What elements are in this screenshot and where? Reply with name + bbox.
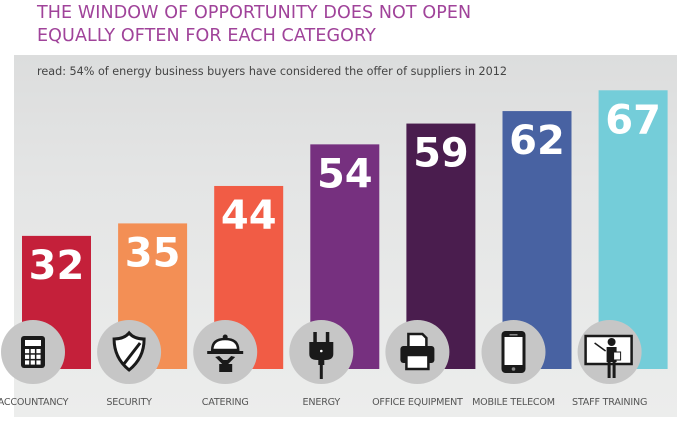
category-label-accountancy: ACCOUNTANCY (0, 397, 69, 408)
category-label-office-equipment: OFFICE EQUIPMENT (372, 397, 463, 408)
bar-value-label-accountancy: 32 (29, 243, 85, 289)
bar-value-label-energy: 54 (317, 151, 373, 197)
title-line-2: EQUALLY OFTEN FOR EACH CATEGORY (37, 26, 376, 46)
bar-value-label-catering: 44 (221, 193, 277, 239)
read-note: read: 54% of energy business buyers have… (37, 65, 507, 78)
power-plug-icon (289, 320, 354, 384)
category-label-energy: ENERGY (302, 397, 341, 408)
bar-value-label-staff-training: 67 (605, 97, 661, 143)
bar-value-label-mobile-telecom: 62 (509, 118, 565, 164)
page-title: THE WINDOW OF OPPORTUNITY DOES NOT OPEN … (37, 2, 471, 48)
bar-value-label-security: 35 (125, 230, 181, 276)
printer-icon (385, 320, 450, 384)
shield-icon (97, 320, 162, 384)
title-line-1: THE WINDOW OF OPPORTUNITY DOES NOT OPEN (37, 3, 472, 23)
catering-cloche-icon (193, 320, 258, 384)
category-label-mobile-telecom: MOBILE TELECOM (472, 397, 555, 408)
category-label-staff-training: STAFF TRAINING (571, 397, 648, 408)
bar-value-label-office-equipment: 59 (413, 131, 469, 177)
teacher-board-icon (577, 320, 642, 384)
calculator-icon (1, 320, 65, 384)
mobile-phone-icon (481, 320, 546, 384)
category-label-security: SECURITY (106, 397, 152, 408)
category-label-catering: CATERING (201, 397, 249, 408)
